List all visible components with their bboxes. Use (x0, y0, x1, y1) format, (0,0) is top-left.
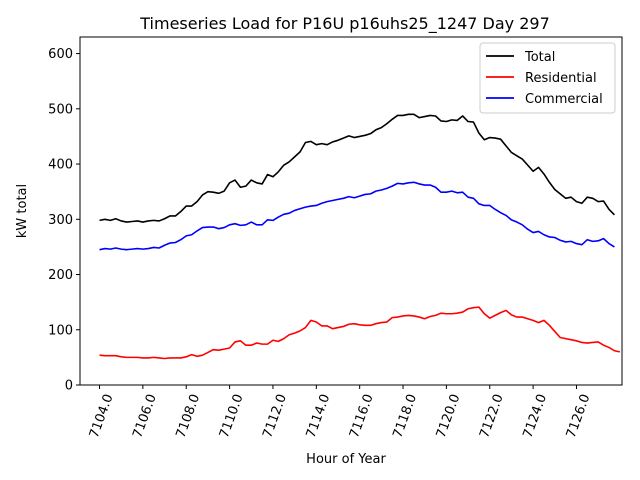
y-tick-label: 600 (48, 47, 73, 62)
legend-label-total: Total (524, 50, 555, 65)
y-axis-label: kW total (15, 184, 30, 238)
legend-label-commercial: Commercial (525, 92, 603, 107)
legend-label-residential: Residential (525, 71, 597, 86)
y-tick-label: 400 (48, 158, 73, 173)
y-tick-label: 500 (48, 102, 73, 117)
legend-box (479, 42, 616, 114)
plot-frame (79, 36, 623, 386)
chart-title: Timeseries Load for P16U p16uhs25_1247 D… (139, 14, 550, 34)
y-tick-label: 300 (48, 213, 73, 228)
x-axis-label: Hour of Year (306, 452, 386, 467)
y-axis-ticks: 0 100 200 300 400 500 600 (48, 47, 80, 394)
series-line-commercial (99, 181, 615, 251)
series-line-residential (99, 306, 620, 360)
y-tick-label: 200 (48, 268, 73, 283)
y-tick-label: 0 (65, 379, 73, 394)
legend: Total Residential Commercial (479, 42, 616, 114)
series-line-total (99, 113, 615, 223)
series-layer (99, 113, 620, 360)
y-tick-label: 100 (48, 323, 73, 338)
